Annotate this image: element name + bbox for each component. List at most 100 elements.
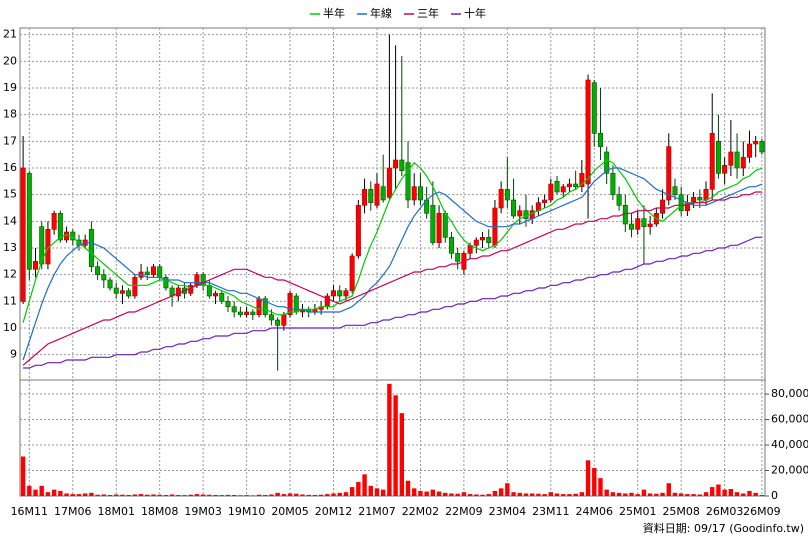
candle-body: [448, 237, 454, 254]
plot-area: [19, 27, 766, 497]
candle-body: [709, 133, 715, 190]
volume-bar: [467, 494, 473, 496]
x-tick-label: 17M06: [54, 505, 92, 518]
volume-bar: [741, 493, 746, 496]
y-tick-label: 21: [3, 28, 17, 41]
volume-bar: [443, 492, 448, 496]
candle-body: [119, 290, 125, 294]
volume-bar: [238, 495, 243, 496]
legend-label: 年線: [370, 6, 392, 20]
candle-body: [157, 266, 163, 278]
candle-body: [436, 213, 442, 243]
volume-bar: [554, 493, 560, 496]
candle-body: [393, 159, 399, 169]
candle-body: [262, 298, 268, 315]
y2-tick-label: 20,000: [771, 464, 808, 477]
candle-body: [635, 218, 641, 230]
volume-bar: [654, 493, 659, 496]
y-tick-label: 13: [3, 241, 17, 254]
volume-bar: [176, 494, 181, 496]
volume-bar: [666, 483, 671, 496]
candle-body: [548, 183, 554, 201]
candle-body: [455, 253, 461, 262]
ma-line: [22, 191, 762, 366]
footer: 資料日期: 09/17 (Goodinfo.tw): [643, 521, 804, 535]
candle-body: [715, 141, 721, 174]
candle-body: [188, 285, 194, 294]
y-tick-label: 11: [3, 294, 17, 307]
volume-bar: [107, 494, 113, 496]
x-tick-label: 26M09: [743, 505, 781, 518]
x-tick-label: 20M12: [315, 505, 353, 518]
y-tick-label: 10: [3, 321, 17, 334]
volume-bar: [536, 493, 541, 496]
volume-bar: [573, 493, 578, 496]
candle-body: [759, 141, 765, 153]
volume-bar: [101, 494, 107, 496]
volume-bar: [486, 494, 491, 496]
candle-body: [399, 159, 405, 171]
x-tick-label: 23M04: [489, 505, 527, 518]
volume-bar: [412, 488, 417, 496]
volume-bar: [244, 495, 249, 496]
candle-body: [26, 173, 32, 270]
volume-bar: [312, 494, 318, 496]
volume-bar: [33, 489, 38, 496]
volume-bar: [585, 460, 591, 496]
volume-bar: [387, 383, 392, 496]
volume-bar: [325, 494, 330, 496]
volume-bar: [561, 494, 566, 496]
volume-bar: [45, 492, 51, 496]
ma-line: [23, 236, 762, 369]
candle-body: [740, 157, 746, 169]
candle-body: [132, 277, 138, 297]
candle-body: [225, 301, 231, 307]
candle-body: [691, 197, 697, 203]
candle-body: [672, 186, 678, 195]
candle-body: [703, 189, 709, 201]
candle-body: [641, 218, 647, 227]
volume-bar: [343, 492, 349, 496]
volume-bar: [678, 493, 684, 496]
candle-body: [362, 189, 368, 206]
volume-bar: [356, 481, 361, 496]
volume-bar: [58, 490, 63, 496]
candle-body: [250, 311, 256, 315]
volume-bar: [523, 493, 529, 496]
volume-bar: [660, 492, 665, 496]
volume-bar: [151, 494, 156, 496]
candle-body: [380, 186, 386, 201]
volume-bar: [207, 494, 212, 496]
x-tick-label: 20M05: [271, 505, 309, 518]
candle-body: [746, 143, 752, 158]
candle-body: [355, 205, 361, 257]
y-tick-label: 15: [3, 188, 17, 201]
y-tick-label: 20: [3, 54, 17, 67]
volume-bar: [728, 488, 734, 496]
candle-body: [498, 189, 504, 209]
volume-bar: [126, 494, 131, 496]
volume-bar: [89, 492, 94, 496]
volume-bar: [418, 490, 423, 496]
volume-bar: [76, 494, 82, 496]
volume-bar: [393, 395, 398, 496]
volume-bar: [710, 487, 715, 496]
volume-bar: [169, 494, 175, 496]
candle-body: [442, 213, 448, 238]
candle-body: [349, 255, 355, 291]
volume-bar: [517, 492, 522, 496]
volume-bar: [275, 492, 280, 496]
candle-body: [163, 277, 169, 289]
candle-body: [275, 319, 281, 326]
candle-body: [194, 274, 200, 286]
candle-body: [268, 314, 274, 321]
candle-body: [734, 151, 740, 169]
volume-bar: [374, 488, 380, 496]
ma-line: [22, 167, 763, 361]
x-tick-label: 25M01: [619, 505, 657, 518]
candle-body: [113, 287, 119, 294]
volume-bar: [492, 490, 498, 496]
ma-line: [22, 159, 763, 323]
candle-body: [523, 210, 529, 219]
volume-bar: [449, 493, 454, 496]
